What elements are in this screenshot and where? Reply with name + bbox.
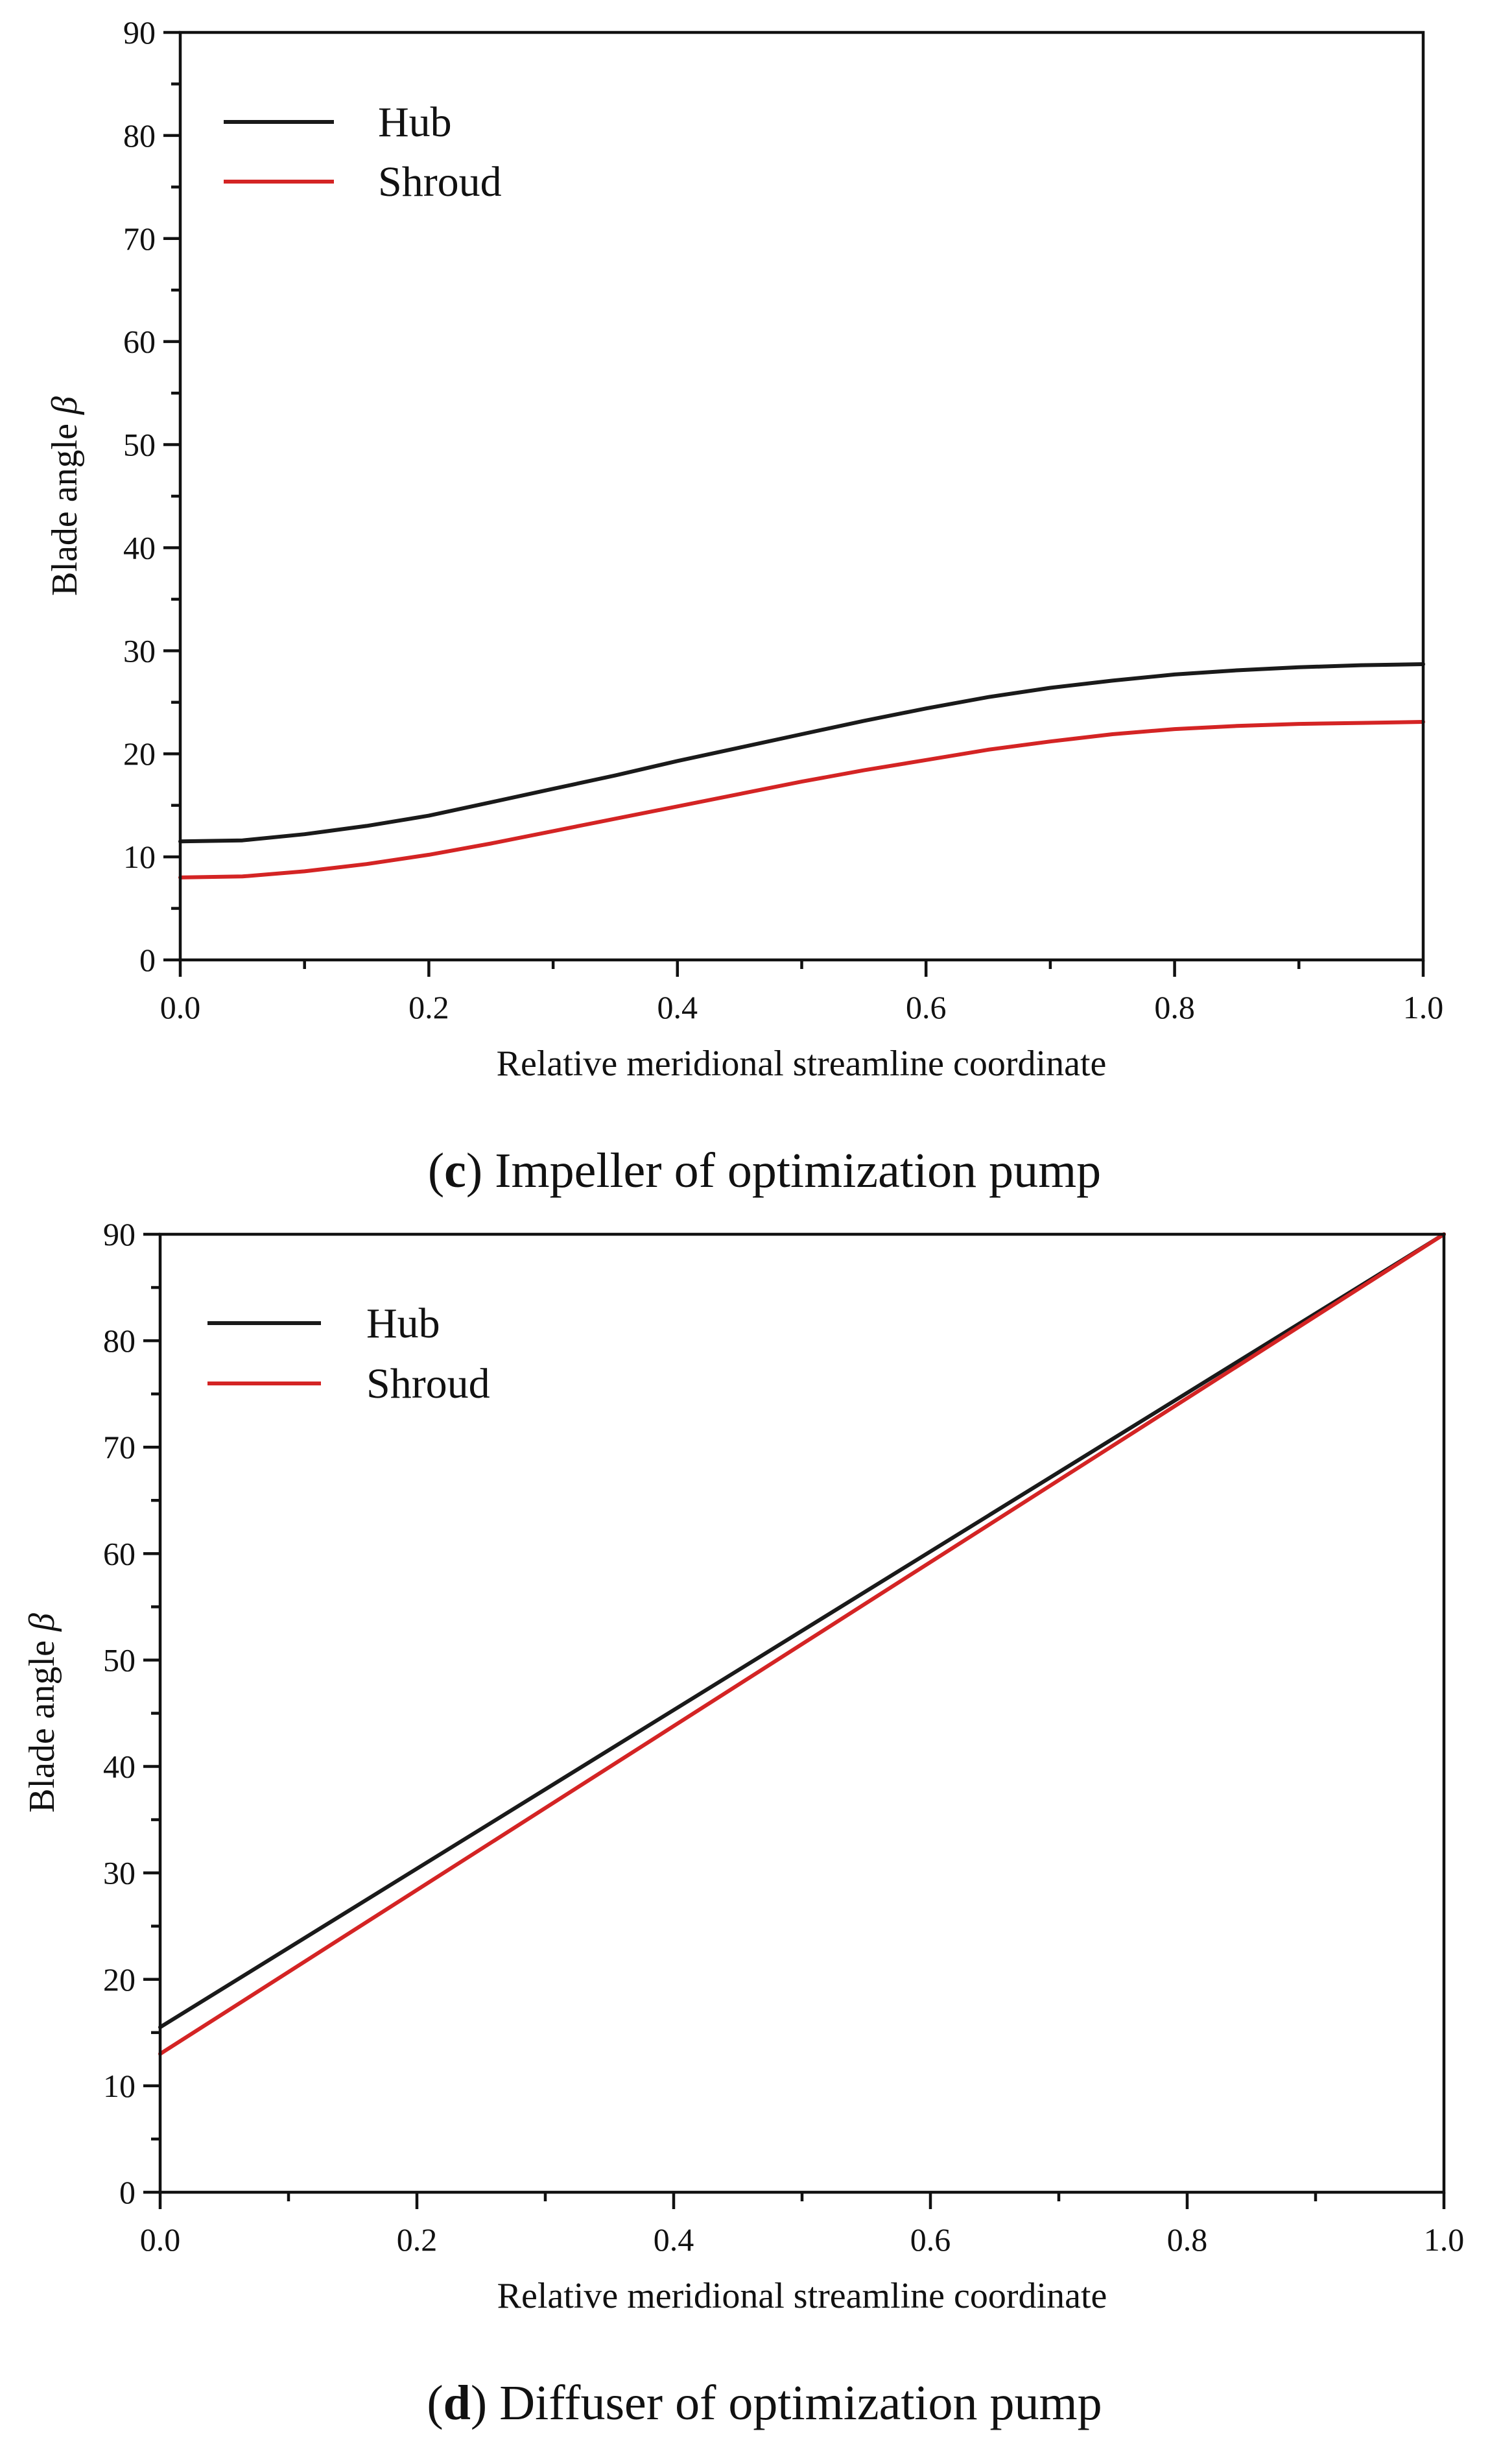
impeller-chart-series (178, 662, 1425, 879)
diffuser-chart-x-axis-title: Relative meridional streamline coordinat… (497, 2276, 1107, 2316)
diffuser-legend-shroud-label: Shroud (366, 1360, 490, 1407)
impeller-y-tick-label: 60 (123, 324, 156, 360)
diffuser-y-tick-label: 60 (103, 1535, 136, 1572)
impeller-series-hub-line (178, 662, 1425, 844)
diffuser-y-tick-label: 80 (103, 1322, 136, 1359)
impeller-y-tick-label: 50 (123, 427, 156, 463)
impeller-y-tick-label: 90 (123, 14, 156, 51)
impeller-y-tick-label: 80 (123, 117, 156, 154)
diffuser-y-tick-label: 0 (119, 2174, 136, 2210)
impeller-chart-ticks (163, 30, 1425, 977)
impeller-x-tick-label: 0.6 (906, 989, 947, 1025)
diffuser-chart-y-axis-title: Blade angle β (22, 1613, 62, 1813)
diffuser-y-tick-label: 70 (103, 1429, 136, 1465)
diffuser-chart-caption: (d) Diffuser of optimization pump (427, 2376, 1102, 2430)
diffuser-y-tick-label: 30 (103, 1855, 136, 1891)
impeller-chart-frame (178, 30, 1425, 962)
diffuser-y-tick-label: 50 (103, 1642, 136, 1678)
impeller-y-tick-label: 70 (123, 221, 156, 257)
diffuser-y-tick-label: 40 (103, 1749, 136, 1785)
impeller-series-shroud-line (178, 720, 1425, 879)
diffuser-chart-frame (158, 1232, 1446, 2194)
diffuser-chart-series (158, 1232, 1446, 2056)
impeller-chart-caption: (c) Impeller of optimization pump (428, 1143, 1101, 1198)
diffuser-legend-hub-label: Hub (366, 1300, 440, 1347)
impeller-x-tick-label: 0.4 (657, 989, 698, 1025)
impeller-x-tick-label: 1.0 (1403, 989, 1444, 1025)
diffuser-y-tick-label: 20 (103, 1961, 136, 1998)
impeller-chart-legend: Hub Shroud (224, 99, 502, 206)
impeller-legend-shroud-label: Shroud (378, 158, 502, 206)
impeller-x-tick-label: 0.0 (160, 989, 201, 1025)
impeller-x-tick-label: 0.2 (408, 989, 449, 1025)
impeller-chart-tick-labels: 0 10 20 30 40 50 60 70 80 90 0.0 0.2 0.4 0.6 0.8 1.0 (123, 14, 1443, 1025)
impeller-chart-panel: 0 10 20 30 40 50 60 70 80 90 0.0 0.2 0.4 0.6 0.8 1.0 Bl… (45, 14, 1443, 1198)
diffuser-y-tick-label: 10 (103, 2068, 136, 2104)
diffuser-x-tick-label: 0.0 (140, 2221, 181, 2258)
diffuser-chart-panel: 0 10 20 30 40 50 60 70 80 90 0.0 0.2 0.4 0.6 0.8 1.0 Bl… (22, 1216, 1464, 2430)
diffuser-x-tick-label: 0.2 (397, 2221, 438, 2258)
impeller-y-tick-label: 0 (139, 942, 156, 978)
diffuser-chart-ticks (143, 1232, 1446, 2209)
impeller-chart-x-axis-title: Relative meridional streamline coordinat… (497, 1044, 1107, 1084)
diffuser-series-hub-line (158, 1232, 1446, 2029)
impeller-y-tick-label: 20 (123, 736, 156, 772)
impeller-y-tick-label: 40 (123, 529, 156, 566)
diffuser-x-tick-label: 0.6 (910, 2221, 951, 2258)
impeller-y-tick-label: 30 (123, 632, 156, 669)
diffuser-x-tick-label: 0.8 (1167, 2221, 1208, 2258)
impeller-chart-y-axis-title: Blade angle β (45, 396, 85, 596)
impeller-y-tick-label: 10 (123, 839, 156, 875)
diffuser-chart-tick-labels: 0 10 20 30 40 50 60 70 80 90 0.0 0.2 0.4 0.6 0.8 1.0 (103, 1216, 1464, 2258)
diffuser-series-shroud-line (158, 1232, 1446, 2056)
impeller-x-tick-label: 0.8 (1154, 989, 1195, 1025)
diffuser-x-tick-label: 0.4 (654, 2221, 694, 2258)
diffuser-y-tick-label: 90 (103, 1216, 136, 1252)
impeller-legend-hub-label: Hub (378, 99, 452, 146)
diffuser-x-tick-label: 1.0 (1424, 2221, 1465, 2258)
diffuser-chart-legend: Hub Shroud (207, 1300, 490, 1407)
